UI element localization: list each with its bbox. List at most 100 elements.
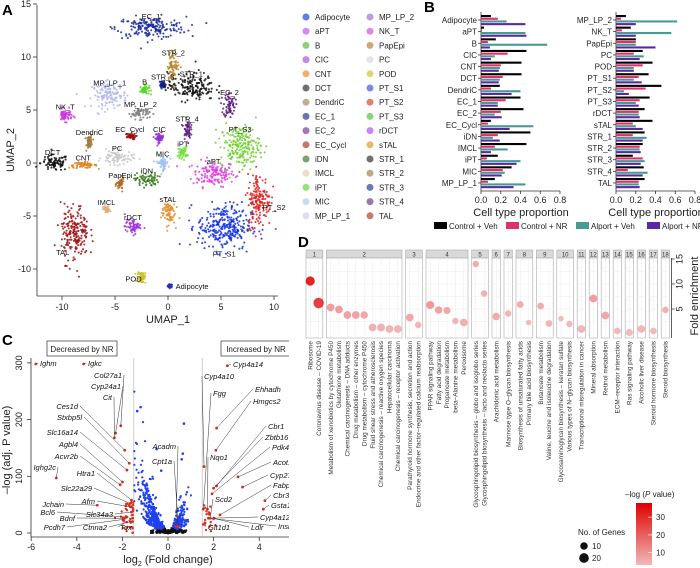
cell-point	[178, 217, 181, 220]
bar-pc-4	[616, 58, 640, 61]
bar-stal-2	[616, 122, 633, 125]
cell-point	[144, 84, 147, 87]
enrichment-dot	[377, 323, 385, 332]
cell-point	[168, 51, 171, 54]
cell-point	[73, 221, 76, 224]
cluster-b	[138, 83, 153, 96]
gene-point	[156, 519, 159, 522]
cell-point	[201, 229, 204, 232]
gene-point-significant	[125, 529, 128, 533]
cell-point	[249, 160, 252, 163]
cell-point	[68, 233, 71, 236]
cell-point	[217, 178, 220, 181]
cell-point	[162, 166, 165, 169]
cell-point	[168, 66, 171, 70]
bar-ipt-4	[481, 162, 517, 165]
cell-point	[210, 81, 213, 84]
cell-point	[260, 237, 263, 240]
cell-point	[62, 232, 65, 236]
cell-point	[182, 92, 185, 95]
cell-point	[264, 193, 267, 196]
cell-point	[210, 180, 213, 184]
gene-point	[144, 487, 147, 490]
cell-point	[215, 231, 218, 234]
cell-point	[129, 217, 132, 220]
gene-point	[143, 484, 146, 487]
cell-point	[186, 132, 190, 136]
gene-point	[133, 390, 136, 393]
cell-point	[249, 168, 252, 171]
cell-point	[209, 97, 212, 100]
gene-label: Cit	[103, 393, 113, 402]
gene-point-significant	[126, 502, 129, 505]
cell-point	[153, 174, 157, 177]
cell-point	[235, 148, 239, 151]
cell-point	[225, 122, 228, 125]
cell-point	[221, 219, 224, 222]
cell-point	[221, 171, 224, 174]
term-label: Chemical carcinogenesis – receptor activ…	[395, 341, 402, 472]
cell-point	[209, 215, 212, 218]
gene-leader-line	[242, 474, 269, 488]
cell-point	[210, 165, 213, 168]
cell-point	[262, 209, 265, 212]
cell-point	[254, 195, 257, 198]
cluster-label: sTAL	[160, 195, 177, 204]
cell-point	[64, 232, 68, 235]
cell-point	[170, 21, 173, 24]
bar-pt_s2-2	[616, 87, 646, 90]
cell-point	[82, 230, 85, 233]
cell-point	[227, 166, 230, 169]
bar-ec_1-3	[481, 101, 498, 104]
cell-point	[178, 153, 181, 157]
cell-point	[234, 233, 237, 236]
cell-point	[232, 201, 235, 204]
cell-point	[141, 91, 145, 94]
cell-point	[72, 235, 75, 238]
bar-ipt-3	[481, 160, 521, 163]
cell-point	[169, 88, 173, 91]
cell-point	[202, 71, 205, 75]
cell-point	[87, 142, 90, 145]
cell-point	[55, 168, 58, 171]
cell-point	[187, 82, 190, 85]
cell-point	[251, 128, 254, 131]
cell-point	[116, 164, 119, 167]
cell-point	[114, 184, 117, 188]
cell-point	[266, 201, 269, 204]
cell-point	[73, 225, 76, 229]
cell-point	[170, 285, 173, 288]
cell-point	[91, 86, 94, 89]
category-label: rDCT	[593, 109, 612, 118]
bar-dct-3	[481, 78, 500, 81]
cell-point	[218, 253, 221, 256]
gene-point	[182, 518, 185, 521]
cell-point	[153, 25, 156, 28]
gene-point	[151, 493, 155, 497]
gene-point-significant	[131, 513, 134, 517]
cell-point	[199, 87, 202, 91]
cell-point	[162, 26, 165, 29]
gene-point	[172, 530, 175, 533]
cell-point	[80, 242, 83, 245]
cell-point	[252, 182, 255, 185]
enrichment-dot	[326, 303, 335, 312]
gene-point	[179, 495, 182, 498]
gene-point-significant	[129, 526, 132, 529]
cell-point	[88, 144, 91, 147]
cell-point	[227, 111, 230, 114]
cell-point	[190, 133, 193, 136]
cell-point	[85, 149, 88, 152]
cell-point	[155, 17, 158, 21]
gene-leader-line	[66, 519, 124, 528]
bar-adipocyte-3	[481, 20, 507, 23]
cell-point	[218, 220, 221, 223]
cell-point	[77, 222, 80, 225]
cell-point	[73, 162, 77, 165]
gene-point	[139, 463, 143, 466]
gene-point	[145, 510, 148, 514]
cell-point	[101, 89, 104, 92]
cell-point	[88, 132, 92, 135]
